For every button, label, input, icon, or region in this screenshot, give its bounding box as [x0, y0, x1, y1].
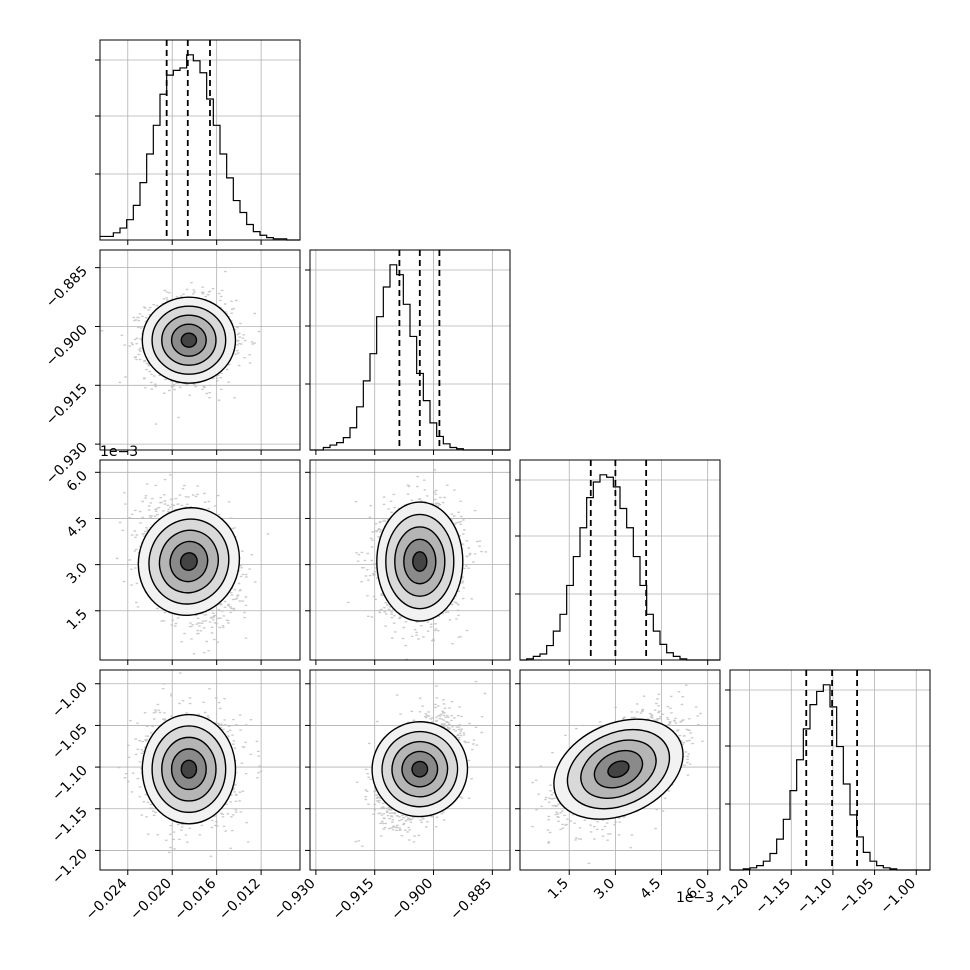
histogram-p2 — [520, 474, 720, 661]
scatter-panel-p2-p3 — [515, 669, 721, 875]
x-tick-label: −1.10 — [794, 876, 836, 918]
x-tick-label: −0.024 — [83, 875, 131, 923]
y-tick-label: −1.00 — [49, 679, 91, 721]
y-offset-label: 1e−3 — [100, 444, 138, 460]
panel-frame — [99, 39, 301, 241]
contour-line — [141, 296, 237, 384]
panel-frame — [519, 459, 721, 661]
panel-frame — [519, 669, 721, 871]
y-tick-label: −1.20 — [49, 846, 91, 888]
panel-frame — [729, 669, 931, 871]
x-offset-label: 1e−3 — [676, 890, 714, 906]
x-tick-label: −0.900 — [388, 875, 436, 923]
histogram-p1 — [310, 264, 510, 451]
contour-line — [179, 552, 198, 571]
contour-line — [137, 507, 241, 617]
y-tick-label: −0.885 — [43, 263, 91, 311]
scatter-panel-p0-p1 — [95, 249, 301, 455]
y-tick-label: −1.15 — [49, 804, 91, 846]
x-tick-label: −0.885 — [447, 876, 495, 924]
histogram-p3 — [730, 684, 930, 871]
panel-frame — [99, 459, 301, 661]
panel-frame — [309, 669, 511, 871]
y-tick-label: −0.900 — [43, 322, 91, 370]
panel-frame — [99, 249, 301, 451]
contour-line — [180, 759, 198, 779]
contour-line — [141, 713, 237, 825]
hist-panel-p3 — [725, 669, 931, 875]
histogram-p0 — [100, 54, 300, 241]
contour-line — [553, 718, 684, 820]
y-tick-label: 4.5 — [64, 514, 91, 541]
scatter-panel-p1-p2 — [305, 459, 511, 665]
contour-line — [371, 721, 469, 818]
y-tick-label: −1.05 — [49, 721, 91, 763]
y-tick-label: 3.0 — [64, 560, 91, 587]
contour-line — [180, 332, 198, 348]
scatter-panel-p1-p3 — [305, 669, 511, 875]
x-tick-label: −0.020 — [127, 875, 175, 923]
scatter-panel-p0-p2 — [95, 459, 301, 665]
x-tick-label: −0.930 — [271, 876, 319, 924]
x-tick-label: −0.915 — [330, 876, 378, 924]
contour-line — [607, 760, 630, 778]
panel-bg — [310, 250, 510, 450]
x-tick-label: −1.05 — [836, 876, 878, 918]
x-tick-label: 3.0 — [591, 876, 618, 903]
hist-panel-p1 — [305, 249, 511, 455]
hist-panel-p0 — [95, 39, 301, 245]
panel-frame — [309, 459, 511, 661]
panel-frame — [99, 669, 301, 871]
scatter-panel-p0-p3 — [95, 669, 301, 875]
x-tick-label: −1.00 — [877, 876, 919, 918]
panel-frame — [309, 249, 511, 451]
x-tick-label: −1.20 — [711, 876, 753, 918]
x-tick-label: −1.15 — [752, 876, 794, 918]
contour-line — [412, 551, 428, 572]
hist-panel-p2 — [515, 459, 721, 665]
x-tick-label: −0.012 — [216, 876, 264, 924]
x-tick-label: 4.5 — [637, 875, 664, 902]
contour-line — [376, 501, 464, 622]
y-tick-label: −1.10 — [49, 763, 91, 805]
x-tick-label: −0.016 — [172, 875, 220, 923]
contour-line — [411, 760, 429, 778]
x-tick-label: 1.5 — [545, 875, 572, 902]
y-tick-label: −0.915 — [43, 381, 91, 429]
y-tick-label: 1.5 — [64, 606, 91, 633]
